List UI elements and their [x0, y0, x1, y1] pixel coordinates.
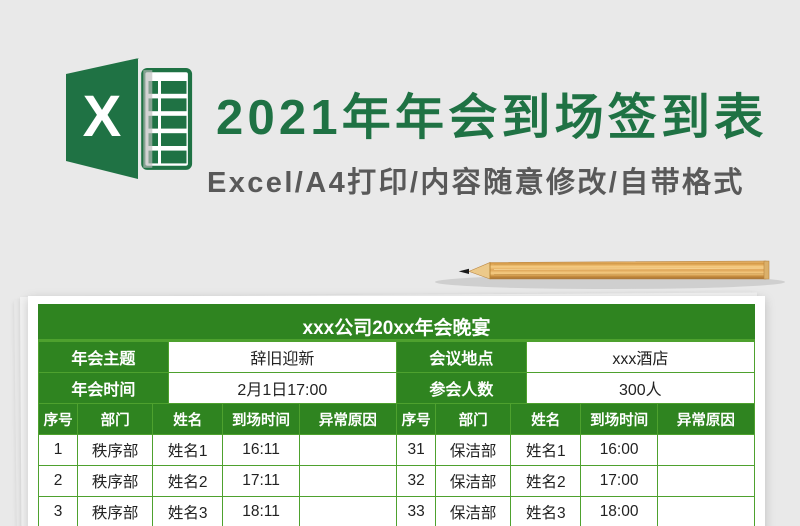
svg-text:X: X	[83, 84, 122, 149]
